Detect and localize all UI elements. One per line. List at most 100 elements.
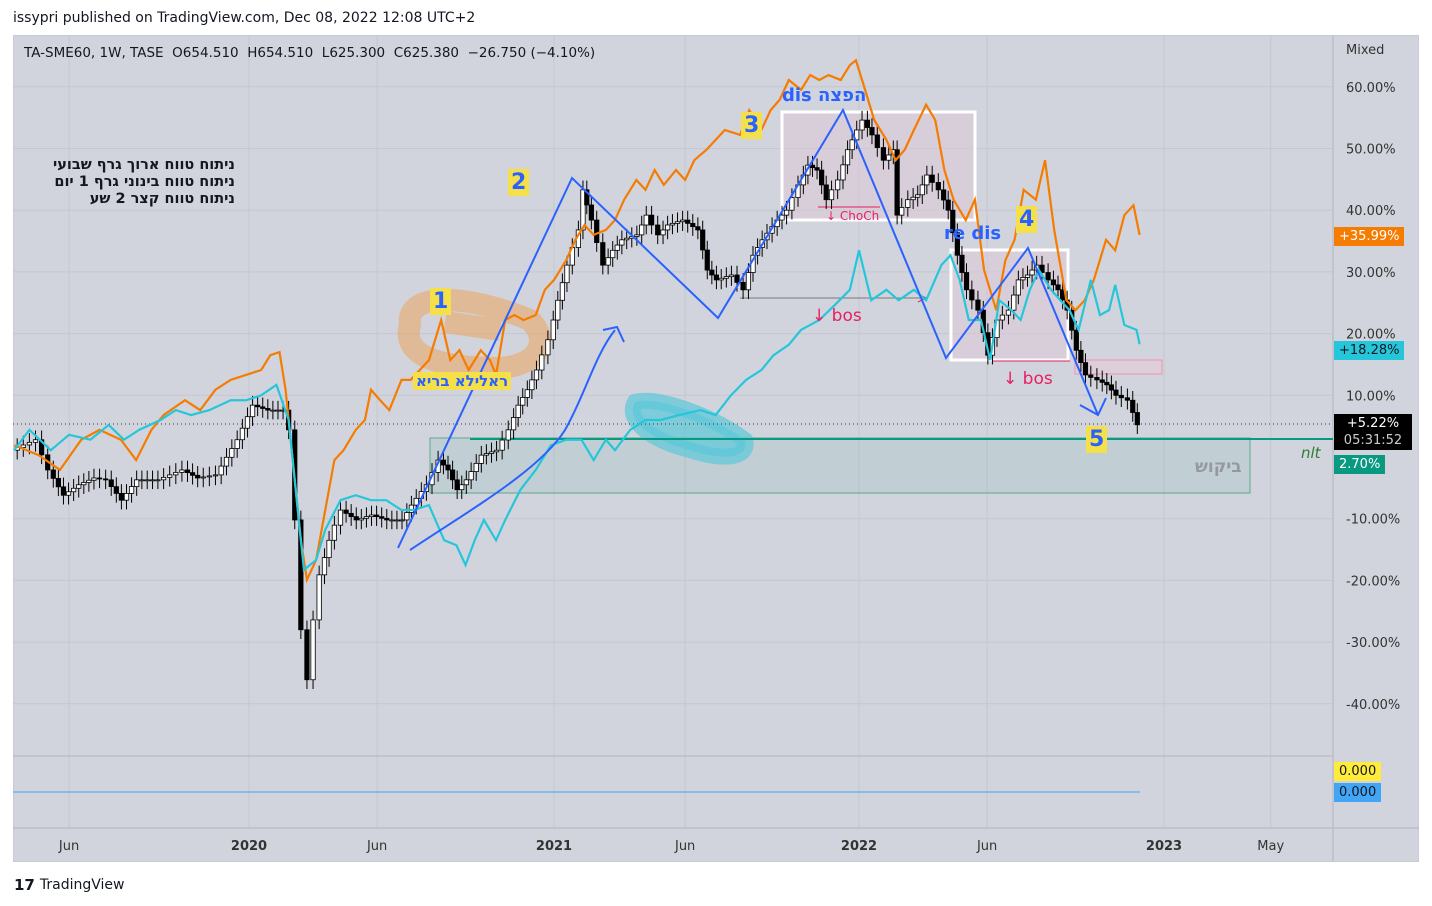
candle [690,222,696,228]
price-tick-label: 40.00% [1346,204,1396,219]
main-last-value-tag: +5.22% 05:31:52 [1334,414,1412,450]
candle [384,517,390,521]
candle [823,184,829,201]
candle [700,229,706,251]
publish-info: issypri published on TradingView.com, De… [13,10,476,26]
ohlc-open: O654.510 [172,45,239,61]
healthy-rally-label[interactable]: ראלילא בריא [413,372,512,390]
candle [408,504,415,513]
candle [212,474,219,477]
tradingview-logo[interactable]: 𝟭𝟳 TradingView [14,876,124,894]
brand-name: TradingView [39,877,125,893]
candle [218,465,224,476]
candle [533,369,540,381]
scale-mode[interactable]: Mixed [1346,43,1385,58]
cyan-last-value-tag: +18.28% [1334,341,1405,360]
candle [869,127,875,136]
candle [155,479,161,482]
candle [298,519,304,631]
candle [1073,329,1079,351]
candle [160,476,167,481]
candle [915,194,921,198]
candle [149,479,156,482]
price-tick-label: 30.00% [1346,266,1396,281]
candle [1118,394,1124,399]
candle [65,491,72,496]
candle [1050,279,1057,286]
candle [1024,274,1031,278]
candle [478,454,484,464]
candle [619,239,625,246]
choch-label[interactable]: ↓ ChoCh [826,209,880,223]
candle [564,264,570,284]
candle [510,417,517,431]
candle [734,274,740,283]
symbol-name: TA-SME60, 1W, TASE [24,45,164,61]
wave-number-5[interactable]: 5 [1086,426,1108,453]
grid [13,36,1333,828]
candle [239,427,245,441]
candle [1015,279,1021,296]
candle [167,474,173,478]
candle [529,379,535,391]
time-tick-label: May [1257,839,1284,854]
candle [394,519,400,522]
candle [331,524,338,541]
candle [76,484,82,489]
candle [103,478,109,481]
candle [864,119,870,128]
nlt-label[interactable]: nlt [1301,444,1321,462]
candle [819,169,825,186]
note-line: ניתוח טווח בינוני גרף 1 יום [54,174,235,190]
candle [935,182,941,191]
bos-label-1[interactable]: ↓ bos [812,306,862,326]
price-tick-label: 50.00% [1346,143,1396,158]
candle [310,619,316,681]
wave-number-3[interactable]: 3 [741,112,763,139]
candle [545,339,551,356]
bos-label-2[interactable]: ↓ bos [1003,369,1053,389]
candle [91,477,97,481]
candle [924,174,930,186]
candle [963,272,970,291]
price-tick-label: -30.00% [1346,636,1400,651]
analysis-notes[interactable]: ניתוח טווח ארוך גרף שבועי ניתוח טווח בינ… [40,157,235,208]
ohlc-high: H654.510 [247,45,314,61]
demand-label[interactable]: ביקוש [1195,457,1242,477]
candle [86,479,92,483]
symbol-legend[interactable]: TA-SME60, 1W, TASE O654.510 H654.510 L62… [24,45,595,61]
price-tick-label: -20.00% [1346,574,1400,589]
candle [413,497,419,506]
wave-number-4[interactable]: 4 [1016,206,1038,233]
candle [1039,264,1045,273]
candle [316,574,322,621]
candle [270,409,276,412]
candle [555,299,561,321]
highlight-scribble-cyan [625,392,754,465]
distribution-label[interactable]: dis הפצה [782,85,867,106]
candle [1020,277,1026,281]
candle [1134,412,1140,426]
candle [649,214,655,226]
candle [550,319,556,341]
note-line: ניתוח טווח ארוך גרף שבועי [52,157,235,173]
candle [639,224,645,236]
candle [969,289,975,301]
time-tick-label: 2020 [231,839,267,854]
candle [389,519,395,522]
ohlc-change: −26.750 (−4.10%) [467,45,596,61]
candle [1082,362,1089,376]
re-dis-label[interactable]: re dis [944,223,1002,244]
candle [244,416,251,429]
candle [941,189,947,201]
wave-number-2[interactable]: 2 [508,169,530,196]
candle [128,486,135,494]
wave-number-1[interactable]: 1 [430,288,452,315]
candle [600,242,606,266]
price-axis: 60.00% 50.00% 40.00% 30.00% 20.00% 10.00% -10.… [1346,81,1400,713]
candle [326,539,332,558]
candle [363,516,370,519]
candle [499,439,505,451]
candle [184,469,191,474]
